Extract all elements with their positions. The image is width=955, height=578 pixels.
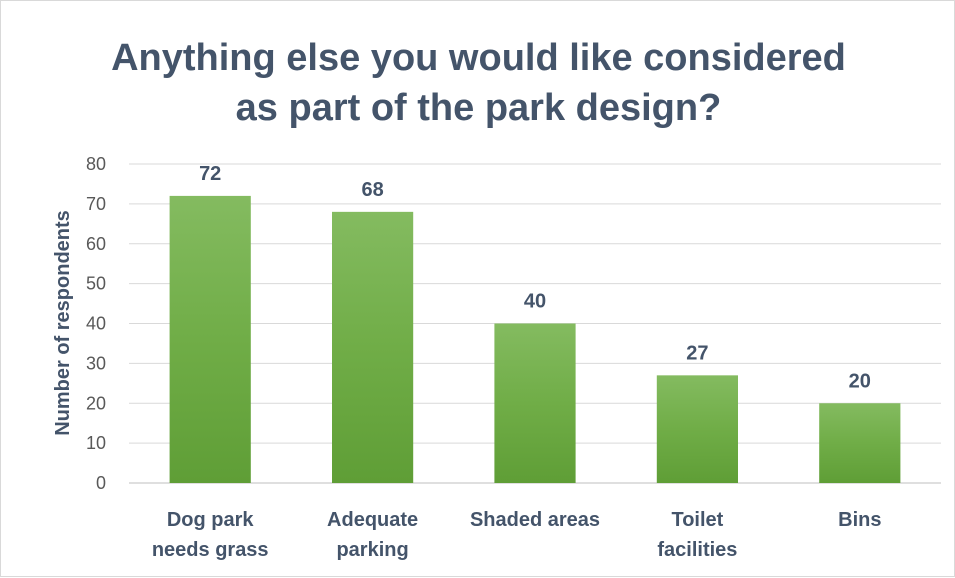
data-label: 72 (199, 163, 221, 185)
x-tick-label: Shaded areas (470, 509, 600, 531)
y-tick-label: 10 (86, 433, 106, 453)
bar (494, 323, 576, 483)
chart-title: Anything else you would like considered … (1, 33, 955, 133)
bar (169, 195, 251, 483)
chart-title-line-2: as part of the park design? (235, 87, 722, 129)
bar (819, 403, 901, 483)
y-tick-label: 70 (86, 194, 106, 214)
y-tick-label: 50 (86, 274, 106, 294)
y-tick-label: 0 (96, 473, 106, 493)
bar (656, 375, 738, 483)
x-tick-label: Bins (838, 509, 881, 531)
x-tick-label: Toilet facilities (657, 509, 737, 561)
data-label: 40 (524, 291, 546, 313)
bar (332, 211, 414, 483)
x-tick-label: Adequate parking (327, 509, 418, 561)
y-tick-label: 40 (86, 314, 106, 334)
data-label: 68 (361, 179, 383, 201)
y-tick-label: 20 (86, 393, 106, 413)
data-label: 27 (686, 342, 708, 364)
data-label: 20 (849, 370, 871, 392)
chart-title-line-1: Anything else you would like considered (111, 37, 846, 79)
y-tick-label: 30 (86, 353, 106, 373)
y-tick-label: 80 (86, 154, 106, 174)
bar-layer (169, 195, 901, 483)
x-tick-label: Dog park needs grass (152, 509, 269, 561)
label-layer: 0 10 20 30 40 50 60 70 80 72 Dog park needs grass 68… (86, 154, 882, 561)
y-tick-label: 60 (86, 234, 106, 254)
y-axis-label: Number of respondents (52, 210, 74, 436)
